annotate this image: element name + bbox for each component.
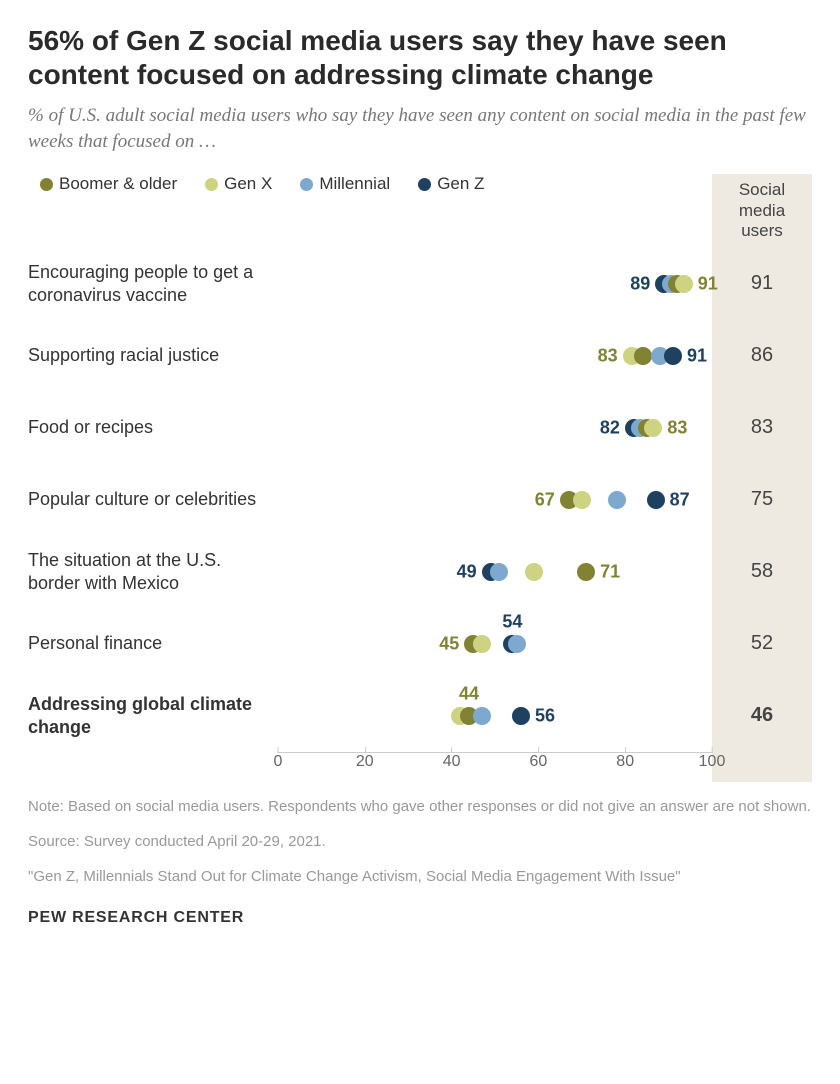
axis-tick: 80 <box>616 753 634 771</box>
data-label: 91 <box>687 345 707 366</box>
row-plot: 45 54 <box>278 608 712 680</box>
chart-row: Food or recipes 82 83 83 <box>28 392 812 464</box>
row-plot: 83 91 <box>278 320 712 392</box>
legend-item: Boomer & older <box>40 174 177 194</box>
row-label: Supporting racial justice <box>28 344 278 367</box>
legend-item: Gen Z <box>418 174 484 194</box>
row-total: 58 <box>712 536 812 608</box>
row-label: Food or recipes <box>28 416 278 439</box>
footer-attribution: PEW RESEARCH CENTER <box>28 909 812 927</box>
row-plot: 49 71 <box>278 536 712 608</box>
legend-label: Boomer & older <box>59 174 177 194</box>
data-dot <box>634 347 652 365</box>
data-dot <box>577 563 595 581</box>
axis-tick: 0 <box>274 753 283 771</box>
source-text: Source: Survey conducted April 20-29, 20… <box>28 831 812 852</box>
data-dot <box>508 635 526 653</box>
legend-item: Millennial <box>300 174 390 194</box>
data-dot <box>573 491 591 509</box>
row-total: 86 <box>712 320 812 392</box>
data-label: 54 <box>502 611 522 632</box>
chart-title: 56% of Gen Z social media users say they… <box>28 24 812 91</box>
data-label: 67 <box>535 489 555 510</box>
row-total: 83 <box>712 392 812 464</box>
data-label: 83 <box>598 345 618 366</box>
legend-dot-icon <box>418 178 431 191</box>
row-plot: 8991 <box>278 248 712 320</box>
legend-label: Gen Z <box>437 174 484 194</box>
row-total: 91 <box>712 248 812 320</box>
data-label: 89 <box>630 273 650 294</box>
legend-dot-icon <box>300 178 313 191</box>
x-axis: 0 20 40 60 80 100 <box>28 752 812 782</box>
axis-tick: 20 <box>356 753 374 771</box>
total-column-header: Social media users <box>712 174 812 247</box>
data-dot <box>473 707 491 725</box>
row-plot: 44 56 <box>278 680 712 752</box>
data-label: 91 <box>698 273 718 294</box>
axis-tick: 100 <box>699 753 726 771</box>
row-total: 52 <box>712 608 812 680</box>
legend-label: Millennial <box>319 174 390 194</box>
legend: Boomer & older Gen X Millennial Gen Z <box>40 174 712 194</box>
axis-tick: 60 <box>529 753 547 771</box>
data-label: 44 <box>459 683 479 704</box>
data-dot <box>664 347 682 365</box>
data-label: 56 <box>535 705 555 726</box>
legend-item: Gen X <box>205 174 272 194</box>
row-label: Personal finance <box>28 632 278 655</box>
legend-label: Gen X <box>224 174 272 194</box>
data-label: 49 <box>457 561 477 582</box>
chart-row: Encouraging people to get a coronavirus … <box>28 248 812 320</box>
data-dot <box>675 275 693 293</box>
chart-rows: Encouraging people to get a coronavirus … <box>28 248 812 752</box>
chart-row: The situation at the U.S. border with Me… <box>28 536 812 608</box>
chart-row: Popular culture or celebrities 67 87 75 <box>28 464 812 536</box>
data-dot <box>647 491 665 509</box>
data-label: 87 <box>670 489 690 510</box>
data-dot <box>644 419 662 437</box>
data-label: 83 <box>667 417 687 438</box>
chart-row: Supporting racial justice 83 9186 <box>28 320 812 392</box>
row-label: Addressing global climate change <box>28 693 278 738</box>
legend-dot-icon <box>205 178 218 191</box>
data-dot <box>525 563 543 581</box>
row-plot: 82 83 <box>278 392 712 464</box>
note-text: Note: Based on social media users. Respo… <box>28 796 812 817</box>
data-dot <box>608 491 626 509</box>
row-label: Encouraging people to get a coronavirus … <box>28 261 278 306</box>
header-band: Boomer & older Gen X Millennial Gen Z Socia… <box>28 174 812 247</box>
row-label: Popular culture or celebrities <box>28 488 278 511</box>
quote-text: "Gen Z, Millennials Stand Out for Climat… <box>28 866 812 887</box>
axis-tick: 40 <box>443 753 461 771</box>
chart: Boomer & older Gen X Millennial Gen Z Socia… <box>28 174 812 781</box>
data-label: 71 <box>600 561 620 582</box>
legend-dot-icon <box>40 178 53 191</box>
data-label: 82 <box>600 417 620 438</box>
chart-subtitle: % of U.S. adult social media users who s… <box>28 103 812 154</box>
row-total: 46 <box>712 680 812 752</box>
data-dot <box>473 635 491 653</box>
data-label: 45 <box>439 633 459 654</box>
chart-row: Addressing global climate change 44 56 46 <box>28 680 812 752</box>
row-plot: 67 87 <box>278 464 712 536</box>
data-dot <box>512 707 530 725</box>
data-dot <box>490 563 508 581</box>
chart-row: Personal finance 45 54 52 <box>28 608 812 680</box>
row-total: 75 <box>712 464 812 536</box>
row-label: The situation at the U.S. border with Me… <box>28 549 278 594</box>
